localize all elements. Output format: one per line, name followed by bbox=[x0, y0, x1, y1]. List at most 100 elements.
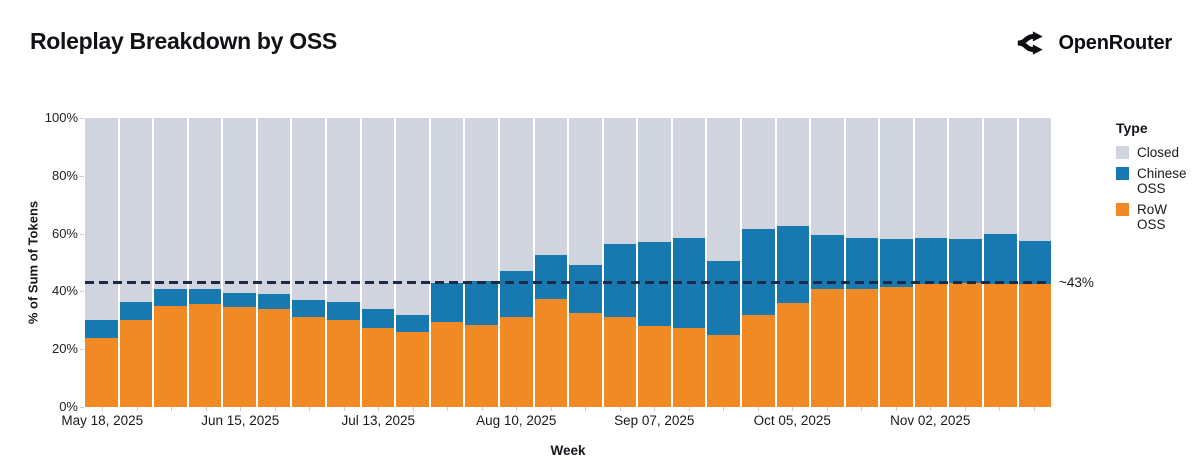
bar-segment-row-oss bbox=[638, 326, 671, 407]
y-tick-mark bbox=[80, 233, 84, 235]
bar-segment-row-oss bbox=[1018, 284, 1052, 407]
x-tick-mark bbox=[585, 407, 587, 411]
bar-segment-row-oss bbox=[85, 337, 118, 407]
bar-column bbox=[292, 118, 326, 407]
bar-column bbox=[188, 118, 222, 407]
x-tick-mark bbox=[550, 407, 552, 411]
y-tick-label: 20% bbox=[51, 341, 78, 357]
bar-segment-row-oss bbox=[603, 317, 637, 407]
bar-segment-chinese-oss bbox=[569, 265, 602, 314]
reference-line-label: ~43% bbox=[1059, 274, 1094, 290]
x-tick-mark bbox=[447, 407, 449, 411]
bar-segment-chinese-oss bbox=[845, 237, 879, 289]
bar-column bbox=[603, 118, 637, 407]
bar-segment-closed bbox=[569, 118, 602, 266]
x-tick-mark bbox=[274, 407, 276, 411]
bar-segment-row-oss bbox=[188, 304, 222, 407]
x-tick-label: Nov 02, 2025 bbox=[890, 413, 971, 428]
bar-segment-chinese-oss bbox=[154, 288, 187, 306]
bar-segment-chinese-oss bbox=[707, 261, 740, 335]
x-tick-mark bbox=[999, 407, 1001, 411]
bar-column bbox=[638, 118, 671, 407]
bar-segment-row-oss bbox=[880, 287, 913, 407]
y-tick-mark bbox=[80, 407, 84, 408]
bar-segment-chinese-oss bbox=[327, 301, 360, 321]
bar-column bbox=[119, 118, 153, 407]
bar-segment-closed bbox=[223, 118, 256, 293]
legend-item-label: Closed bbox=[1137, 145, 1180, 160]
openrouter-icon bbox=[1018, 31, 1044, 55]
bar-segment-closed bbox=[707, 118, 740, 262]
bar-segment-chinese-oss bbox=[430, 282, 464, 322]
bar-segment-row-oss bbox=[430, 321, 464, 407]
bar-segment-closed bbox=[949, 118, 983, 240]
y-tick-mark bbox=[80, 118, 84, 119]
bar-segment-chinese-oss bbox=[741, 229, 775, 315]
legend-item-label: RoW OSS bbox=[1137, 202, 1167, 232]
bar-segment-row-oss bbox=[154, 305, 187, 407]
x-tick-label: Jun 15, 2025 bbox=[201, 413, 280, 428]
bar-segment-closed bbox=[672, 118, 706, 238]
bar-segment-closed bbox=[499, 118, 533, 272]
bar-column bbox=[811, 118, 844, 407]
legend: Type Closed Chinese OSS RoW OSS bbox=[1116, 120, 1198, 238]
x-tick-label: Oct 05, 2025 bbox=[753, 413, 831, 428]
bar-segment-chinese-oss bbox=[914, 237, 948, 285]
legend-swatch bbox=[1116, 146, 1129, 159]
bar-segment-chinese-oss bbox=[984, 233, 1017, 285]
bar-column bbox=[949, 118, 983, 407]
x-tick-mark bbox=[171, 407, 173, 411]
bar-column bbox=[707, 118, 740, 407]
bar-segment-row-oss bbox=[741, 314, 775, 407]
bar-segment-chinese-oss bbox=[949, 239, 983, 283]
x-axis-title: Week bbox=[550, 443, 586, 458]
bar-segment-chinese-oss bbox=[292, 300, 326, 318]
bar-column bbox=[223, 118, 256, 407]
bar-segment-closed bbox=[361, 118, 395, 309]
bar-segment-closed bbox=[603, 118, 637, 244]
legend-swatch bbox=[1116, 203, 1129, 216]
bar-column bbox=[845, 118, 879, 407]
bar-segment-row-oss bbox=[569, 313, 602, 407]
bar-segment-closed bbox=[776, 118, 810, 227]
bar-column bbox=[85, 118, 118, 407]
bar-segment-closed bbox=[292, 118, 326, 301]
bar-segment-closed bbox=[257, 118, 291, 295]
bar-segment-row-oss bbox=[672, 327, 706, 407]
bar-column bbox=[499, 118, 533, 407]
bar-segment-chinese-oss bbox=[465, 281, 498, 325]
bar-segment-closed bbox=[119, 118, 153, 302]
brand-name: OpenRouter bbox=[1058, 31, 1172, 54]
plot-area bbox=[85, 118, 1052, 407]
bar-segment-chinese-oss bbox=[603, 243, 637, 318]
bar-segment-closed bbox=[534, 118, 568, 256]
x-tick-mark bbox=[895, 407, 897, 411]
bar-segment-chinese-oss bbox=[396, 314, 429, 332]
y-tick-mark bbox=[80, 291, 84, 293]
x-tick-mark bbox=[205, 407, 207, 411]
bar-segment-row-oss bbox=[257, 308, 291, 407]
x-tick-mark bbox=[757, 407, 759, 411]
x-tick-mark bbox=[102, 407, 104, 411]
bar-segment-chinese-oss bbox=[1018, 240, 1052, 285]
y-tick-label: 40% bbox=[51, 283, 78, 299]
x-tick-mark bbox=[619, 407, 621, 411]
bar-segment-chinese-oss bbox=[119, 301, 153, 321]
x-tick-mark bbox=[964, 407, 966, 411]
bar-column bbox=[534, 118, 568, 407]
bar-segment-row-oss bbox=[465, 324, 498, 407]
bar-segment-chinese-oss bbox=[257, 294, 291, 309]
legend-item-closed: Closed bbox=[1116, 145, 1198, 160]
bar-segment-closed bbox=[1018, 118, 1052, 241]
bar-segment-row-oss bbox=[811, 288, 844, 407]
x-tick-mark bbox=[688, 407, 690, 411]
x-tick-mark bbox=[412, 407, 414, 411]
x-tick-mark bbox=[378, 407, 380, 411]
legend-items: Closed Chinese OSS RoW OSS bbox=[1116, 145, 1198, 232]
bar-segment-closed bbox=[396, 118, 429, 315]
bar-column bbox=[154, 118, 187, 407]
bar-segment-row-oss bbox=[327, 320, 360, 407]
y-tick-mark bbox=[80, 175, 84, 177]
legend-item-label: Chinese OSS bbox=[1137, 166, 1187, 196]
